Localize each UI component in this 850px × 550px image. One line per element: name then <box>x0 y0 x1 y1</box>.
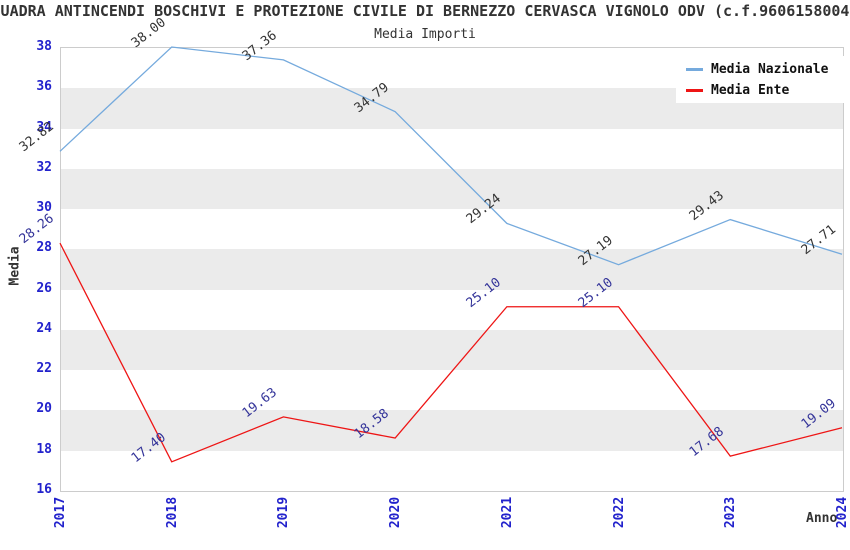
legend-label-ente: Media Ente <box>711 82 790 98</box>
grid-band <box>61 410 843 451</box>
grid-band <box>61 168 843 210</box>
y-tick-label: 20 <box>36 401 52 417</box>
y-tick-label: 24 <box>36 320 52 336</box>
y-tick-label: 28 <box>36 240 52 256</box>
x-axis-title: Anno <box>806 511 838 526</box>
y-tick-label: 26 <box>36 280 52 296</box>
y-tick-label: 16 <box>36 482 52 497</box>
legend-row-nazionale: Media Nazionale <box>676 61 850 77</box>
legend-row-ente: Media Ente <box>676 82 850 98</box>
y-tick-label: 18 <box>36 441 52 457</box>
series-line-media-ente <box>59 242 843 463</box>
y-tick-label: 38 <box>36 39 52 54</box>
series-line-media-nazionale <box>59 46 843 266</box>
chart-title: SQUADRA ANTINCENDI BOSCHIVI E PROTEZIONE… <box>0 2 850 20</box>
grid-band <box>61 329 843 371</box>
legend-swatch-nazionale-icon <box>686 67 703 71</box>
y-tick-label: 34 <box>36 119 52 135</box>
chart-title-clip: SQUADRA ANTINCENDI BOSCHIVI E PROTEZIONE… <box>0 2 850 22</box>
y-tick-label: 36 <box>36 79 52 95</box>
y-tick-label: 30 <box>36 200 52 216</box>
chart-subtitle: Media Importi <box>374 27 476 42</box>
legend-label-nazionale: Media Nazionale <box>711 61 829 77</box>
legend: Media Nazionale Media Ente <box>676 56 850 103</box>
y-tick-label: 32 <box>36 159 52 175</box>
legend-swatch-ente-icon <box>686 88 703 92</box>
plot-area <box>60 47 844 492</box>
grid-band <box>61 249 843 290</box>
y-tick-label: 22 <box>36 361 52 377</box>
